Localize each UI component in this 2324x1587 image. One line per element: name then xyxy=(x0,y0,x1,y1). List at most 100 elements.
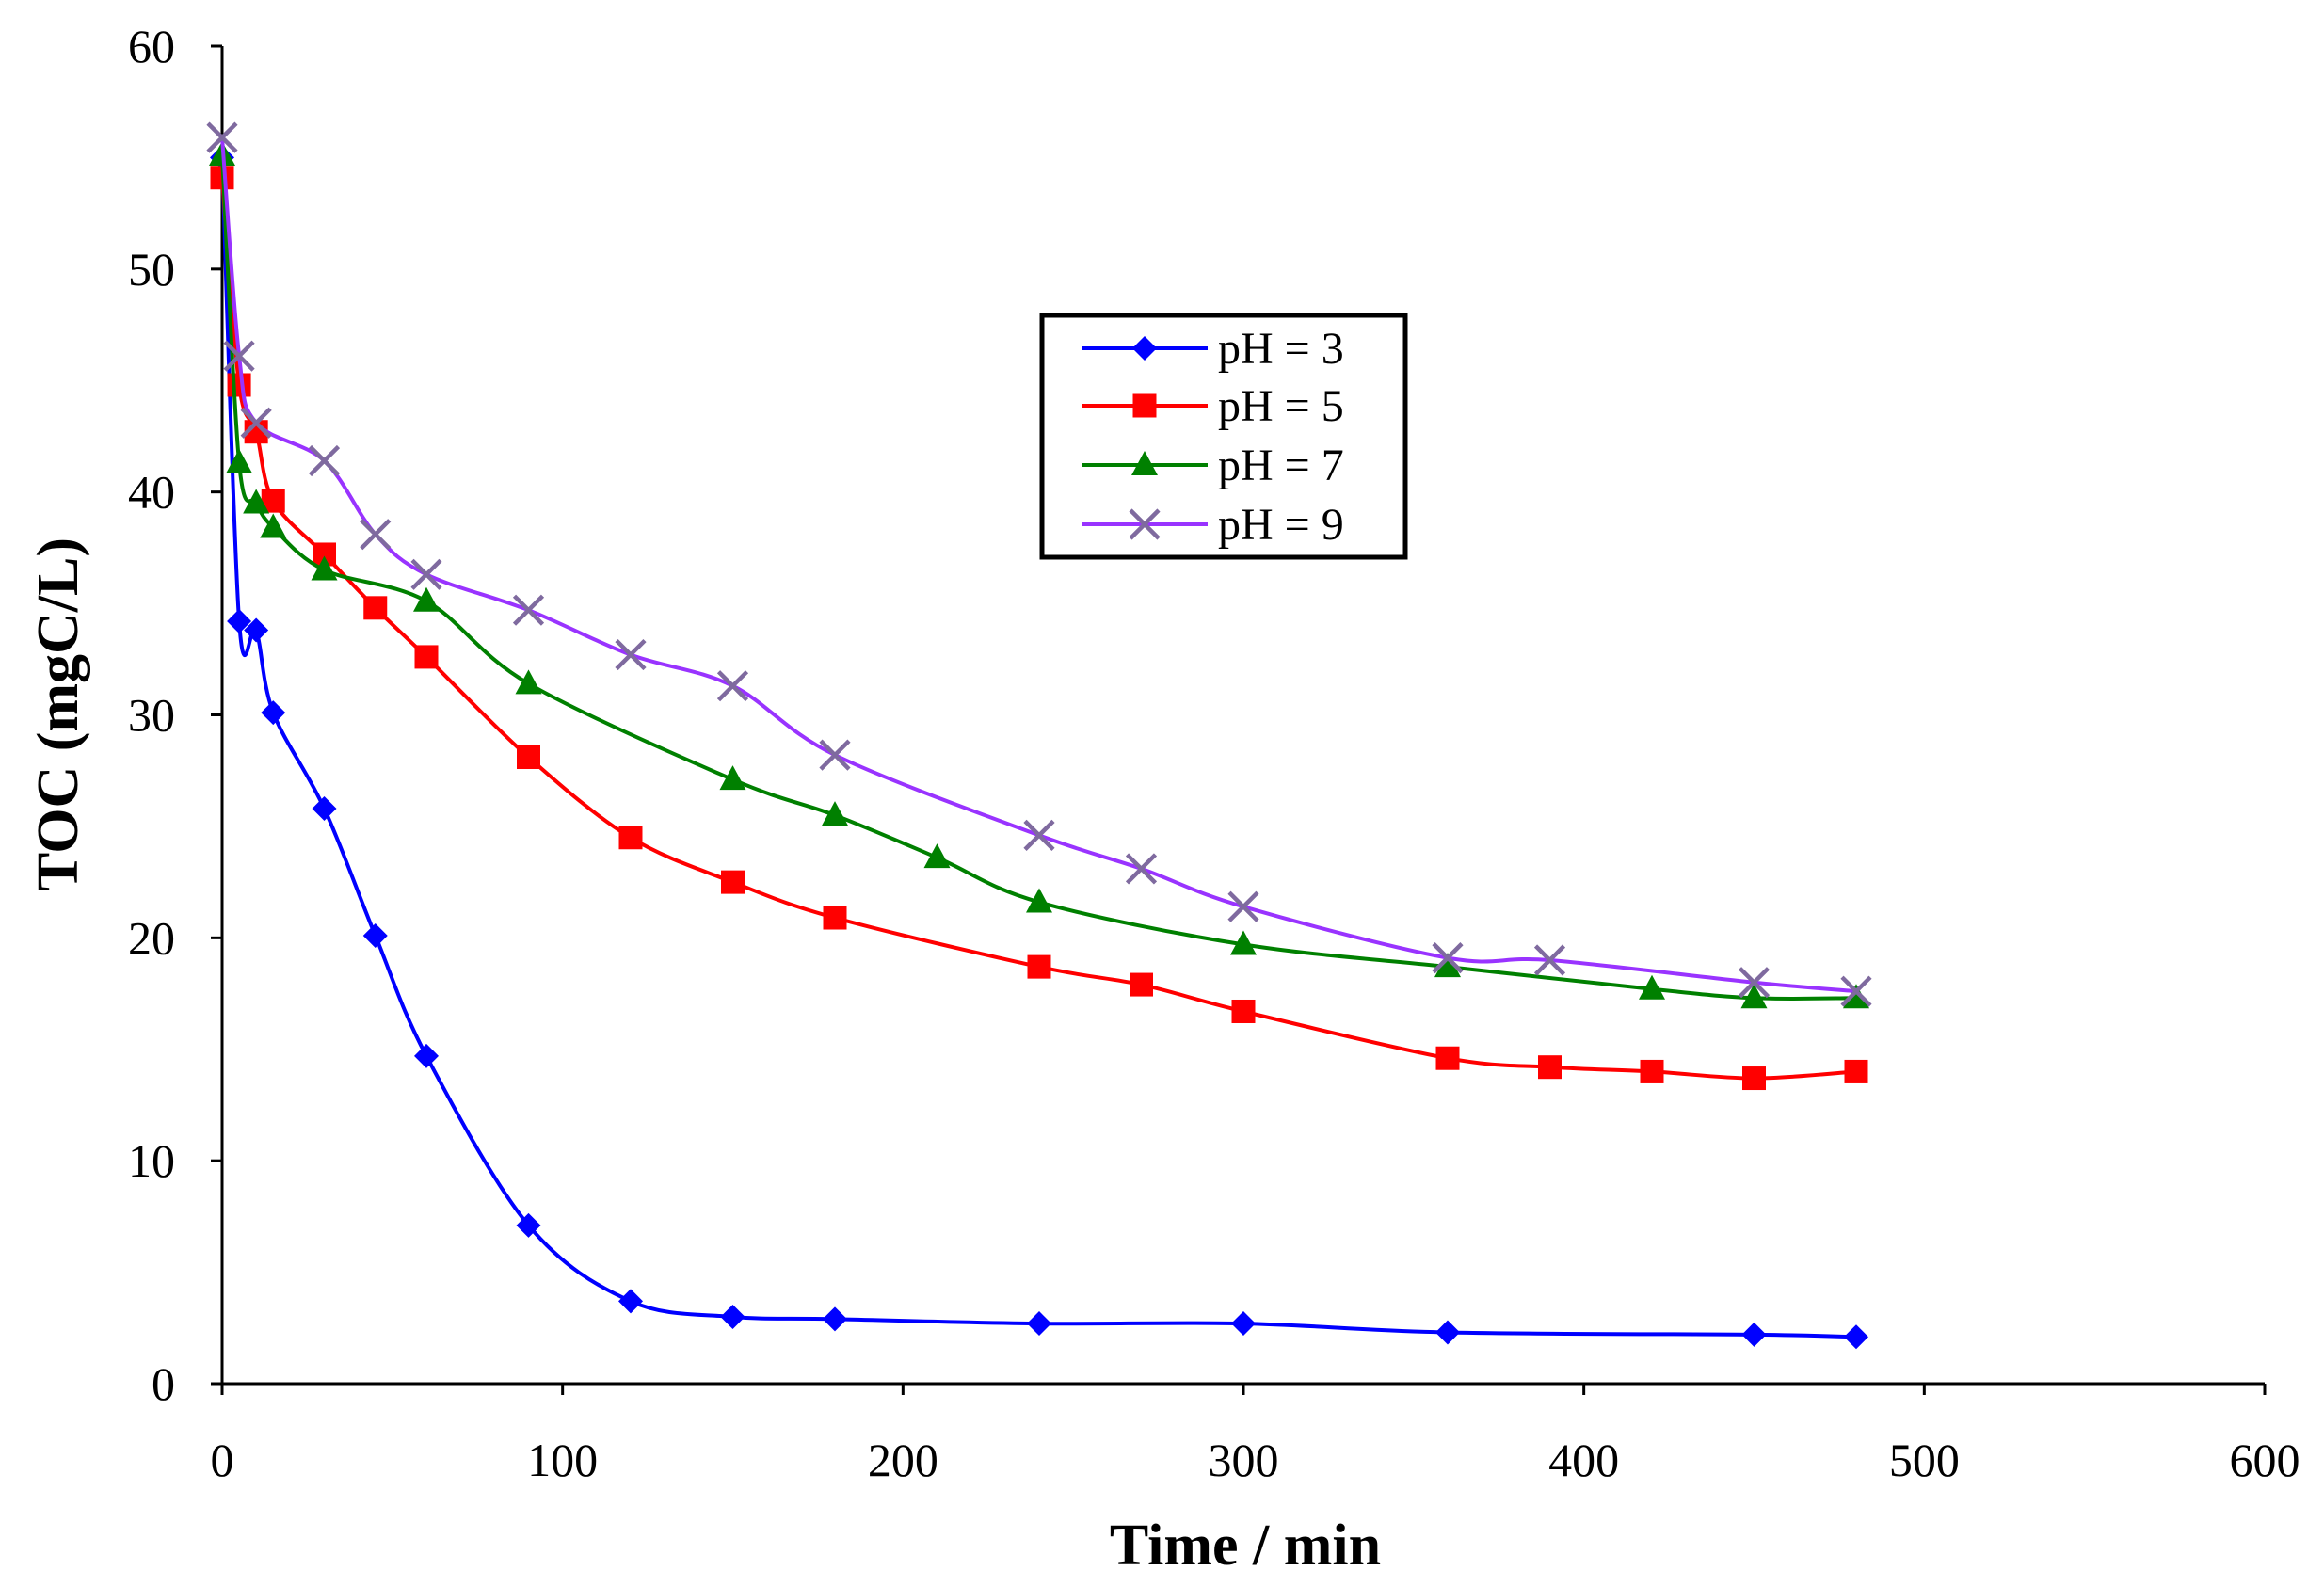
data-point xyxy=(206,121,238,153)
data-point xyxy=(413,586,440,612)
series-layer xyxy=(206,121,1872,1350)
x-axis-title: Time / min xyxy=(1110,1514,1381,1578)
x-tick-label: 500 xyxy=(1889,1434,1960,1486)
data-point xyxy=(819,739,851,771)
data-point xyxy=(1640,1059,1664,1083)
series-ph-7 xyxy=(209,141,1869,1009)
x-tick-label: 600 xyxy=(2230,1434,2300,1486)
data-point xyxy=(1435,1046,1460,1070)
data-point xyxy=(1843,984,1869,1009)
data-point xyxy=(1844,1324,1868,1350)
data-point xyxy=(243,489,270,514)
data-point xyxy=(720,1304,745,1329)
y-tick-label: 10 xyxy=(128,1134,175,1187)
data-point xyxy=(1231,1311,1256,1337)
series-ph-9 xyxy=(206,121,1872,1007)
data-point xyxy=(516,1212,541,1238)
data-point xyxy=(1740,984,1768,1009)
legend-label: pH = 3 xyxy=(1218,324,1344,374)
legend-marker-swatch xyxy=(1132,393,1157,418)
x-tick-label: 0 xyxy=(211,1434,234,1486)
series-ph-5 xyxy=(210,166,1868,1091)
data-point xyxy=(308,444,341,477)
legend-marker-swatch xyxy=(1131,451,1158,475)
data-point xyxy=(1741,1322,1767,1347)
data-point xyxy=(244,617,269,643)
x-tick-label: 200 xyxy=(868,1434,938,1486)
data-point xyxy=(1432,942,1464,974)
legend-label: pH = 7 xyxy=(1218,441,1344,490)
data-point xyxy=(1435,1320,1460,1345)
data-point xyxy=(1125,853,1158,885)
y-tick-label: 0 xyxy=(152,1357,175,1410)
data-point xyxy=(414,1043,439,1068)
legend: pH = 3 pH = 5 pH = 7 pH = 9 xyxy=(1039,313,1408,560)
data-point xyxy=(823,906,847,930)
data-point xyxy=(512,594,545,626)
legend-marker-swatch xyxy=(1132,336,1157,361)
x-tick-label: 100 xyxy=(527,1434,598,1486)
legend-box xyxy=(1039,313,1408,560)
data-point xyxy=(618,826,643,850)
data-point xyxy=(1231,999,1256,1023)
data-point xyxy=(1840,975,1872,1007)
y-axis-title: TOC (mgC/L) xyxy=(26,537,90,891)
y-tick-label: 50 xyxy=(128,243,175,296)
data-point xyxy=(1026,888,1052,913)
data-point xyxy=(226,448,253,473)
data-point xyxy=(227,609,252,634)
data-point xyxy=(1027,1311,1051,1337)
data-point xyxy=(716,670,749,702)
series-line xyxy=(220,136,1857,994)
data-point xyxy=(1844,1059,1868,1083)
data-point xyxy=(923,843,951,869)
data-point xyxy=(823,1306,847,1332)
data-point xyxy=(311,555,338,581)
data-point xyxy=(719,765,746,791)
data-point xyxy=(1023,819,1055,851)
data-point xyxy=(1027,954,1051,979)
data-point xyxy=(721,870,745,894)
y-tick-label: 20 xyxy=(128,911,175,964)
legend-label: pH = 5 xyxy=(1218,381,1344,431)
legend-label: pH = 9 xyxy=(1218,500,1344,550)
data-point xyxy=(618,1289,643,1314)
data-point xyxy=(414,645,439,669)
x-tick-label: 300 xyxy=(1209,1434,1279,1486)
data-point xyxy=(1533,944,1566,976)
data-point xyxy=(517,745,540,769)
data-point xyxy=(1227,890,1259,922)
data-point xyxy=(227,373,251,397)
data-point xyxy=(515,669,542,695)
data-point xyxy=(1742,1066,1766,1091)
data-point xyxy=(410,558,442,590)
legend-marker-swatch xyxy=(1129,508,1161,540)
axis-ticks xyxy=(211,44,2267,1395)
legend-entry: pH = 3 xyxy=(1082,324,1344,374)
y-tick-label: 40 xyxy=(128,466,175,519)
legend-entry: pH = 5 xyxy=(1082,381,1344,431)
data-point xyxy=(312,795,337,821)
data-point xyxy=(261,700,286,726)
legend-entry: pH = 9 xyxy=(1082,500,1344,550)
data-point xyxy=(240,407,272,439)
data-point xyxy=(822,801,848,826)
x-tick-label: 400 xyxy=(1548,1434,1619,1486)
data-point xyxy=(362,922,388,948)
data-point xyxy=(1538,1055,1562,1080)
data-point xyxy=(1639,974,1665,1000)
data-point xyxy=(1130,972,1153,997)
y-tick-label: 60 xyxy=(128,20,175,72)
data-point xyxy=(615,638,647,671)
data-point xyxy=(260,513,287,538)
data-point xyxy=(1738,967,1771,999)
data-point xyxy=(360,519,392,551)
data-point xyxy=(223,340,255,372)
data-point xyxy=(1230,930,1257,955)
legend-entry: pH = 7 xyxy=(1082,441,1344,490)
y-tick-label: 30 xyxy=(128,689,175,742)
data-point xyxy=(363,596,388,620)
